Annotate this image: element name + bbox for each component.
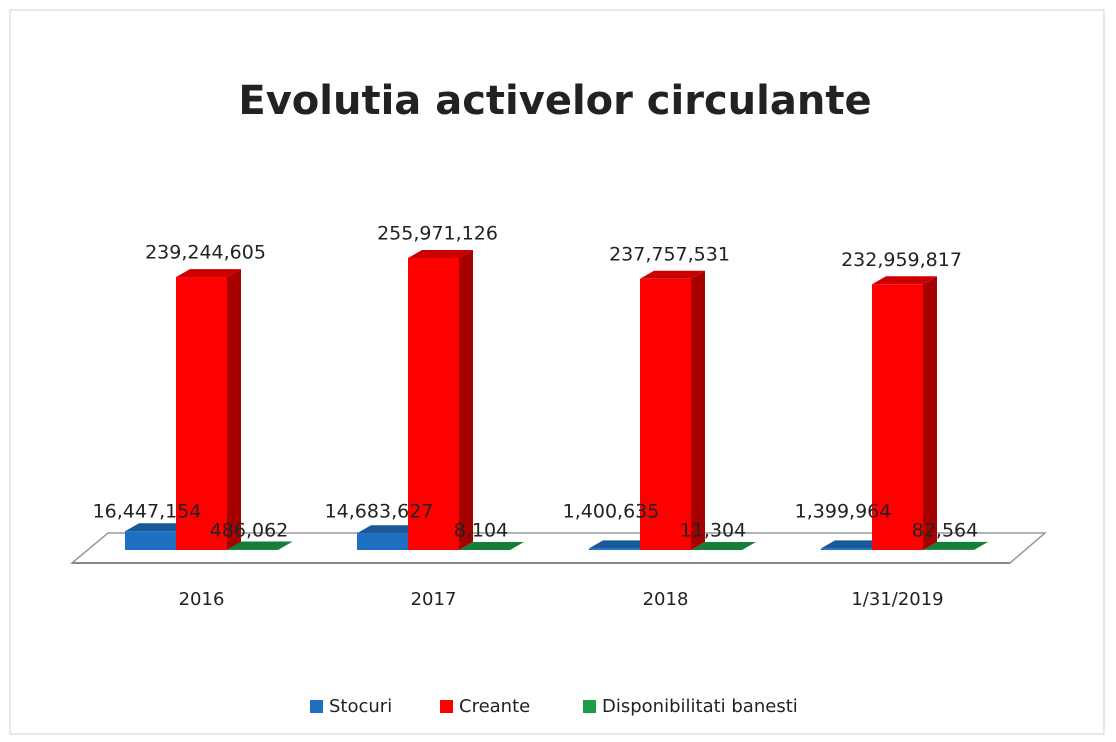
bar-top xyxy=(125,523,190,532)
bar-side xyxy=(227,269,241,550)
value-label: 16,447,154 xyxy=(93,501,202,523)
bar-top xyxy=(589,540,654,549)
bar-front xyxy=(408,258,459,550)
bar-side xyxy=(510,541,524,550)
bar-top xyxy=(691,541,756,550)
bar xyxy=(227,541,292,550)
bar-top xyxy=(821,540,886,549)
bar xyxy=(872,276,937,550)
legend-swatch xyxy=(310,700,323,713)
bar-top xyxy=(872,276,937,285)
bar-top xyxy=(176,269,241,278)
bar-top xyxy=(640,270,705,279)
legend-label: Stocuri xyxy=(329,696,392,717)
value-label: 82,564 xyxy=(912,520,978,542)
value-label: 232,959,817 xyxy=(841,249,962,271)
bar-side xyxy=(691,270,705,550)
bar xyxy=(640,270,705,550)
bar-top xyxy=(459,541,524,550)
bar-side xyxy=(742,541,756,550)
x-tick-label: 1/31/2019 xyxy=(851,589,943,610)
value-label: 11,304 xyxy=(680,520,746,542)
bar-top xyxy=(227,541,292,550)
bar-side xyxy=(923,276,937,550)
legend-swatch xyxy=(583,700,596,713)
bar-top xyxy=(357,525,422,534)
bar xyxy=(459,541,524,550)
x-tick-label: 2016 xyxy=(179,589,225,610)
x-tick-label: 2017 xyxy=(411,589,457,610)
bar-front xyxy=(357,533,408,550)
value-label: 8,104 xyxy=(454,520,508,542)
value-label: 255,971,126 xyxy=(377,223,498,245)
bar-side xyxy=(974,541,988,550)
legend-label: Disponibilitati banesti xyxy=(602,696,798,717)
chart-title: Evolutia activelor circulante xyxy=(238,78,871,124)
bar-front xyxy=(589,548,640,550)
value-label: 237,757,531 xyxy=(609,243,730,265)
bar-top xyxy=(408,250,473,258)
bar-front xyxy=(227,549,278,550)
value-label: 1,400,635 xyxy=(563,501,660,523)
bar-front xyxy=(872,284,923,550)
bar xyxy=(176,269,241,550)
bar xyxy=(691,541,756,550)
bar-top xyxy=(923,541,988,550)
bar-side xyxy=(459,250,473,550)
bar-front xyxy=(125,531,176,550)
bar xyxy=(408,250,473,550)
bar xyxy=(923,541,988,550)
legend-label: Creante xyxy=(459,696,530,717)
value-label: 1,399,964 xyxy=(795,501,892,523)
bar-front xyxy=(176,277,227,550)
bar-front xyxy=(821,548,872,550)
bar-side xyxy=(278,541,292,550)
legend-swatch xyxy=(440,700,453,713)
x-tick-label: 2018 xyxy=(643,589,689,610)
value-label: 14,683,627 xyxy=(325,501,434,523)
bar-front xyxy=(640,278,691,550)
value-label: 486,062 xyxy=(210,520,289,542)
value-label: 239,244,605 xyxy=(145,242,266,264)
